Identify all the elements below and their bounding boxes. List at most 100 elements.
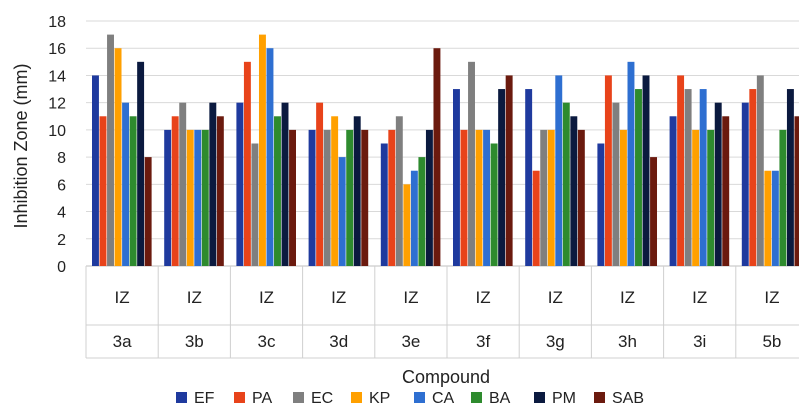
bar-pm-3f (498, 89, 506, 266)
category-label: 3g (546, 332, 565, 351)
bar-kp-3b (186, 129, 194, 266)
bar-ec-3i (684, 89, 692, 266)
y-tick-label: 18 (48, 14, 66, 31)
bar-sab-3i (722, 116, 730, 266)
bar-ef-3c (236, 102, 244, 266)
y-tick-label: 6 (57, 177, 66, 194)
category-label: 3i (693, 332, 706, 351)
bar-ec-5b (756, 75, 764, 266)
x-axis-title: Compound (402, 367, 490, 387)
legend-swatch-ca (414, 392, 425, 403)
bar-ba-3h (635, 89, 642, 266)
bar-pa-3e (388, 129, 396, 266)
y-tick-label: 14 (48, 68, 66, 85)
bar-kp-3d (331, 116, 339, 266)
legend-label-sab: SAB (612, 390, 644, 407)
bar-ca-5b (771, 170, 779, 266)
bar-kp-3e (403, 184, 411, 266)
bar-pa-3d (316, 102, 324, 266)
bar-kp-3a (114, 48, 122, 266)
bar-ca-3a (122, 102, 130, 266)
bar-ba-3g (562, 102, 570, 266)
bar-ca-3h (627, 61, 635, 266)
bar-pm-5b (786, 89, 794, 266)
bar-ef-3a (92, 75, 99, 266)
bar-sab-3b (216, 116, 224, 266)
bar-ef-3f (453, 89, 460, 266)
category-label: 3h (618, 332, 637, 351)
legend-label-ec: EC (311, 390, 333, 407)
bar-ba-3b (201, 129, 209, 266)
y-tick-label: 10 (48, 123, 66, 140)
y-tick-label: 12 (48, 96, 66, 113)
legend-label-pm: PM (552, 390, 576, 407)
bar-pm-3a (137, 61, 145, 266)
bar-pm-3c (281, 102, 289, 266)
sub-category-label: IZ (764, 288, 779, 307)
y-tick-label: 16 (48, 41, 66, 58)
bar-pa-3a (99, 116, 107, 266)
sub-category-label: IZ (692, 288, 707, 307)
bar-pm-3g (570, 116, 578, 266)
legend-swatch-ef (176, 392, 187, 403)
bar-ec-3d (323, 129, 331, 266)
bar-ec-3c (251, 143, 259, 266)
bar-ba-3e (418, 157, 426, 266)
y-axis-ticks: 0 2 4 6 8 10 12 14 16 18 (48, 14, 66, 276)
bar-ca-3i (699, 89, 707, 266)
sub-category-label: IZ (620, 288, 635, 307)
bar-ef-3d (308, 129, 316, 266)
sub-category-label: IZ (476, 288, 491, 307)
bar-kp-3f (475, 129, 483, 266)
bar-pa-3f (460, 129, 468, 266)
bar-ec-3h (612, 102, 620, 266)
bar-pa-3g (532, 170, 540, 266)
y-tick-label: 4 (57, 205, 66, 222)
bar-ba-3c (274, 116, 281, 266)
bar-pm-3i (714, 102, 722, 266)
bar-ba-3d (346, 129, 354, 266)
sub-category-label: IZ (259, 288, 274, 307)
bars (92, 34, 799, 266)
legend-swatch-ba (471, 392, 482, 403)
bar-ef-3i (669, 116, 677, 266)
legend-swatch-kp (351, 392, 362, 403)
legend-swatch-ec (293, 392, 304, 403)
bar-kp-3g (547, 129, 555, 266)
legend-label-ba: BA (489, 390, 511, 407)
bar-ec-3g (540, 129, 548, 266)
legend: EF PA EC KP CA BA PM SAB (176, 390, 644, 407)
bar-pa-3b (171, 116, 179, 266)
sub-category-label: IZ (331, 288, 346, 307)
bar-ef-3b (164, 129, 172, 266)
bar-pa-3h (604, 75, 612, 266)
bar-ec-3f (468, 61, 475, 266)
x-axis-categories: IZ 3a IZ 3b IZ 3c IZ 3d IZ 3e IZ 3f IZ 3g IZ 3h IZ 3i IZ 5b (85, 266, 799, 359)
bar-sab-3e (433, 48, 441, 266)
bar-sab-5b (794, 116, 799, 266)
category-label: 5b (762, 332, 781, 351)
sub-category-label: IZ (548, 288, 563, 307)
bar-ec-3a (107, 34, 114, 266)
legend-label-ef: EF (194, 390, 215, 407)
category-label: 3b (185, 332, 204, 351)
bar-pa-5b (749, 89, 757, 266)
bar-pm-3h (642, 75, 650, 266)
bar-pm-3e (425, 129, 433, 266)
sub-category-label: IZ (115, 288, 130, 307)
bar-sab-3f (505, 75, 513, 266)
y-axis-title: Inhibition Zone (mm) (11, 63, 31, 228)
category-label: 3f (476, 332, 490, 351)
bar-ca-3c (266, 48, 274, 266)
bar-ec-3b (179, 102, 187, 266)
bar-pa-3c (243, 61, 251, 266)
bar-sab-3c (289, 129, 296, 266)
bar-ca-3e (410, 170, 418, 266)
bar-ca-3g (555, 75, 563, 266)
bar-ba-3i (707, 129, 715, 266)
bar-pa-3i (677, 75, 685, 266)
bar-ca-3d (338, 157, 346, 266)
bar-ec-3e (395, 116, 403, 266)
legend-label-ca: CA (432, 390, 455, 407)
bar-pm-3b (209, 102, 217, 266)
